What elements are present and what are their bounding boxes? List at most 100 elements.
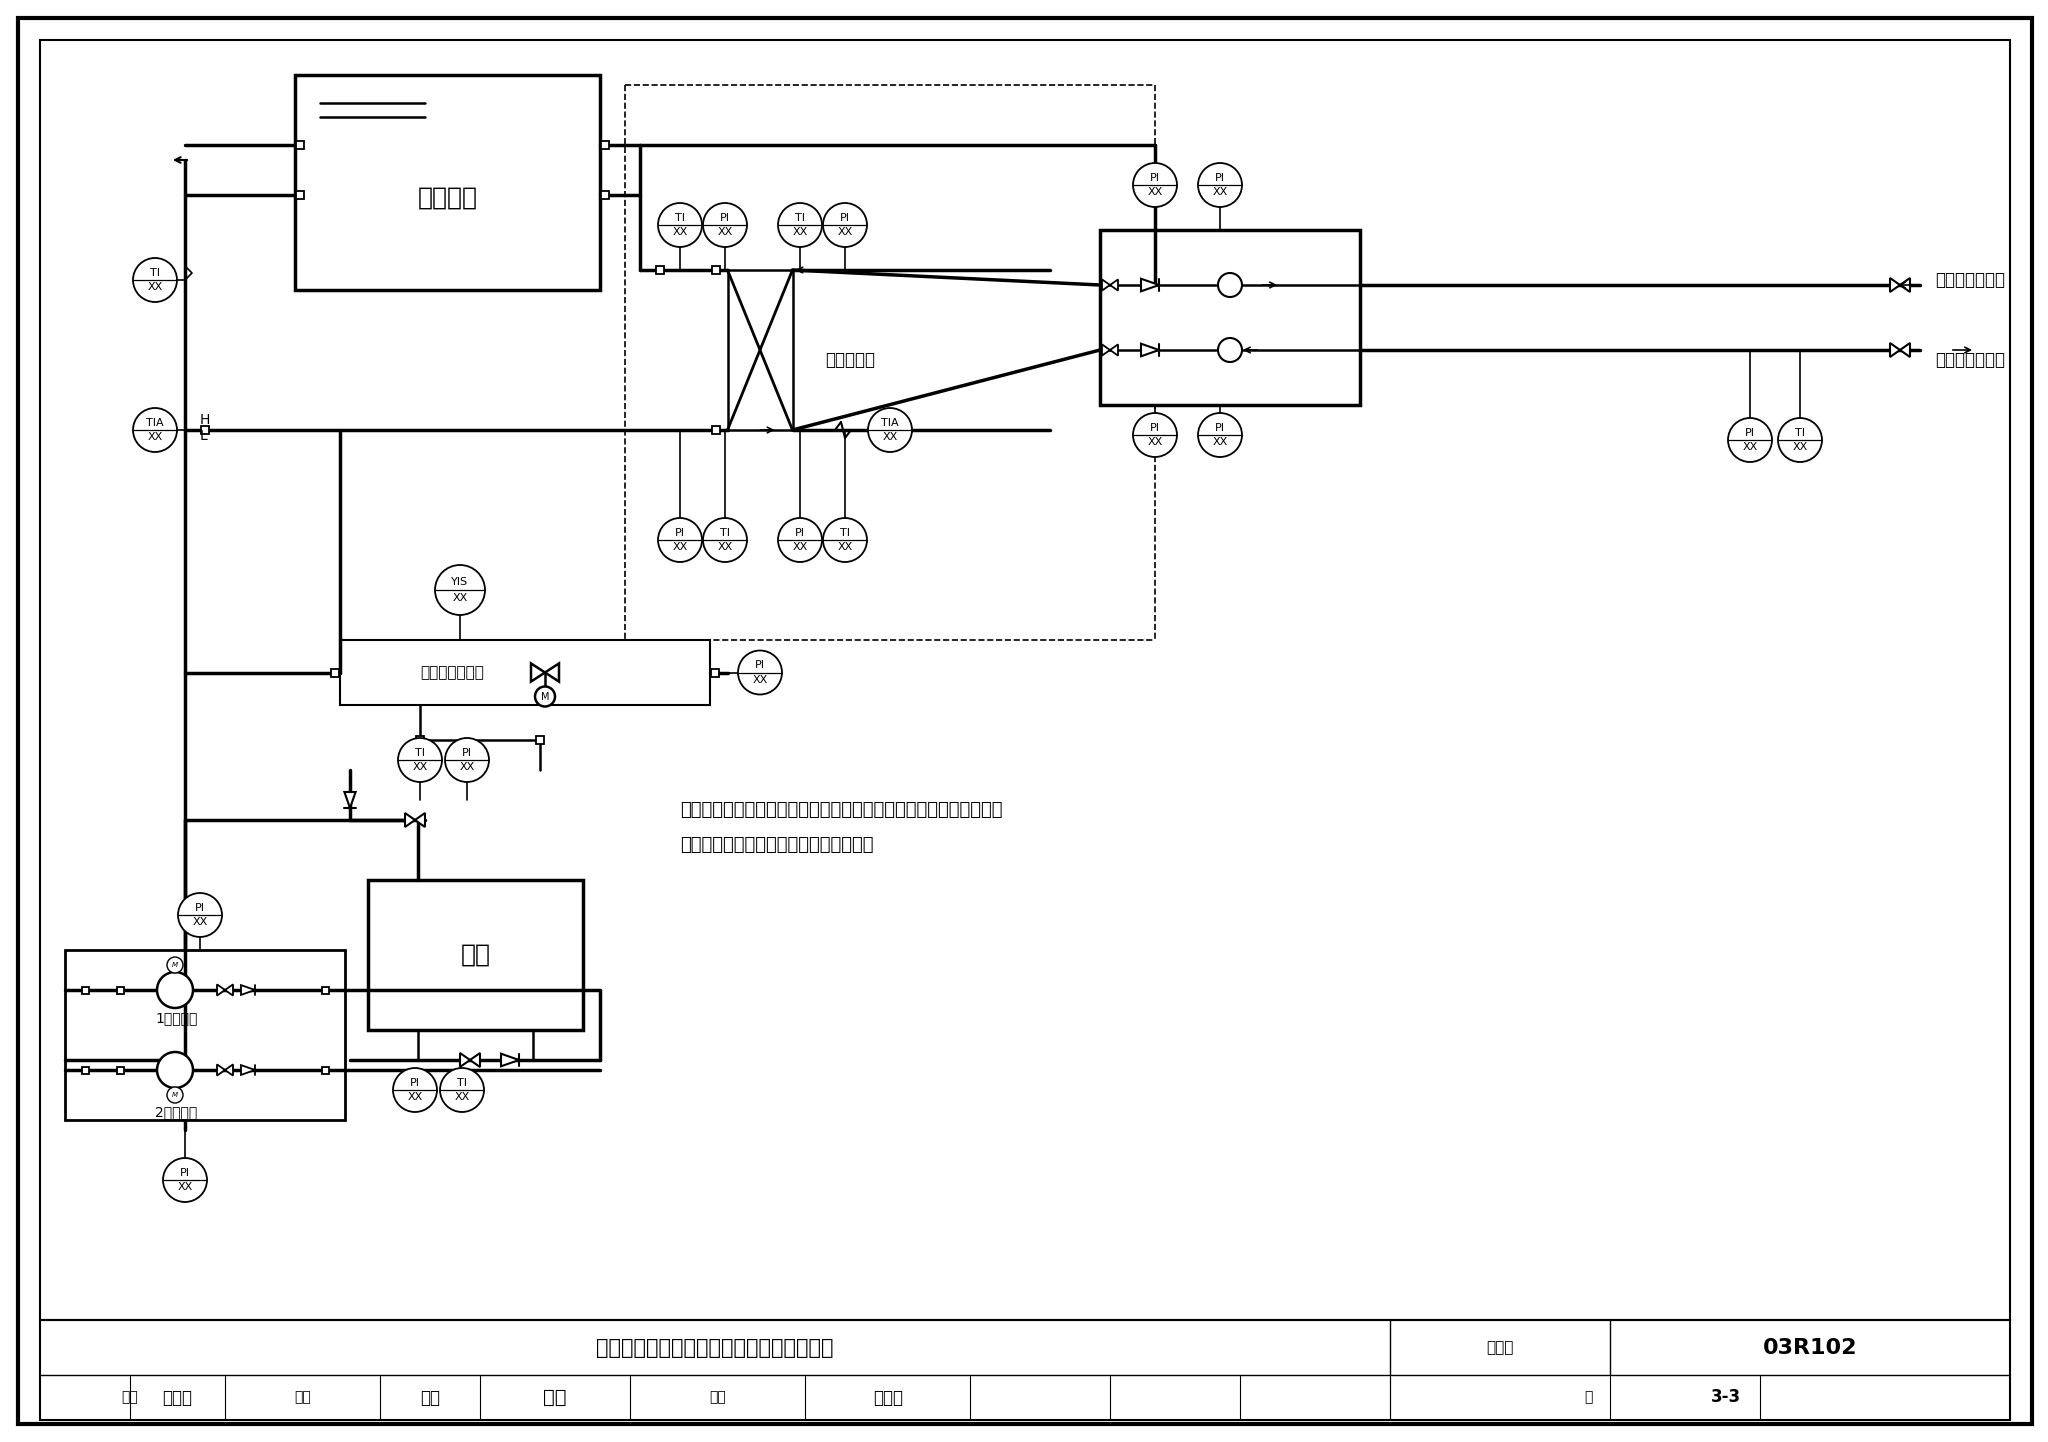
Circle shape [168, 957, 182, 973]
Text: 蓄热水箱: 蓄热水箱 [418, 186, 477, 209]
Circle shape [1133, 163, 1178, 208]
Bar [117, 986, 123, 994]
Text: 校对: 校对 [295, 1390, 311, 1405]
Text: XX: XX [1212, 437, 1227, 447]
Text: PI: PI [756, 660, 766, 671]
Polygon shape [1110, 345, 1118, 356]
Polygon shape [217, 985, 225, 995]
Polygon shape [225, 985, 233, 995]
Bar [1100, 231, 1360, 405]
Text: M: M [541, 692, 549, 701]
Circle shape [393, 1069, 436, 1112]
Circle shape [434, 565, 485, 614]
Polygon shape [1141, 278, 1159, 291]
Bar [537, 735, 545, 744]
Text: 板式换热器: 板式换热器 [825, 350, 874, 369]
Circle shape [133, 258, 176, 301]
Text: TI: TI [676, 213, 684, 224]
Text: 图集号: 图集号 [1487, 1340, 1513, 1355]
Bar [340, 640, 711, 705]
Text: XX: XX [793, 226, 807, 236]
Bar [201, 425, 209, 434]
Text: XX: XX [672, 226, 688, 236]
Text: 童迪: 童迪 [543, 1389, 567, 1407]
Text: XX: XX [453, 593, 467, 603]
Polygon shape [217, 1064, 225, 1076]
Text: M: M [172, 962, 178, 968]
Text: 3-3: 3-3 [1710, 1389, 1741, 1406]
Text: PI: PI [676, 528, 684, 538]
Bar [332, 669, 340, 676]
Circle shape [168, 1087, 182, 1103]
Bar [322, 986, 328, 994]
Circle shape [1198, 163, 1241, 208]
Bar [711, 265, 719, 274]
Polygon shape [1102, 345, 1110, 356]
Text: TI: TI [457, 1079, 467, 1087]
Polygon shape [1110, 280, 1118, 291]
Text: PI: PI [410, 1079, 420, 1087]
Circle shape [702, 518, 748, 562]
Circle shape [823, 518, 866, 562]
Bar [117, 1067, 123, 1073]
Polygon shape [461, 1053, 469, 1067]
Text: 谭晓杰: 谭晓杰 [872, 1389, 903, 1406]
Text: 设计: 设计 [709, 1390, 727, 1405]
Text: M: M [172, 1092, 178, 1097]
Bar [295, 75, 600, 290]
Text: XX: XX [838, 226, 852, 236]
Bar [416, 735, 424, 744]
Text: TI: TI [840, 528, 850, 538]
Polygon shape [225, 1064, 233, 1076]
Bar [41, 1319, 2009, 1420]
Bar [600, 141, 608, 149]
Circle shape [1198, 412, 1241, 457]
Text: TIA: TIA [145, 418, 164, 428]
Text: 接采暖回水管道: 接采暖回水管道 [1935, 271, 2005, 288]
Polygon shape [1890, 278, 1901, 291]
Polygon shape [406, 813, 416, 828]
Text: XX: XX [838, 542, 852, 552]
Text: XX: XX [1147, 437, 1163, 447]
Polygon shape [545, 663, 559, 682]
Text: XX: XX [752, 675, 768, 685]
Circle shape [1778, 418, 1823, 461]
Bar [369, 880, 584, 1030]
Text: 说明：电动三通调节阀根据板式换热器出口温度调节开度，使板式换: 说明：电动三通调节阀根据板式换热器出口温度调节开度，使板式换 [680, 800, 1004, 819]
Text: XX: XX [412, 761, 428, 771]
Polygon shape [1102, 280, 1110, 291]
Text: XX: XX [455, 1092, 469, 1102]
Text: 魏新全: 魏新全 [162, 1389, 193, 1406]
Text: TI: TI [150, 268, 160, 278]
Text: PI: PI [195, 903, 205, 913]
Text: TI: TI [721, 528, 729, 538]
Text: 页: 页 [1583, 1390, 1591, 1405]
Polygon shape [344, 792, 356, 808]
Text: PI: PI [840, 213, 850, 224]
Circle shape [702, 203, 748, 247]
Circle shape [133, 408, 176, 451]
Polygon shape [469, 1053, 479, 1067]
Text: PI: PI [1214, 423, 1225, 433]
Circle shape [164, 1158, 207, 1203]
Polygon shape [1890, 343, 1901, 358]
Text: 审核: 审核 [121, 1390, 139, 1405]
Text: XX: XX [883, 433, 897, 443]
Text: 2号供热泵: 2号供热泵 [156, 1105, 197, 1119]
Text: XX: XX [1147, 187, 1163, 198]
Circle shape [657, 518, 702, 562]
Text: TIA: TIA [881, 418, 899, 428]
Circle shape [444, 738, 489, 782]
Text: XX: XX [1792, 443, 1808, 451]
Text: L: L [201, 430, 207, 443]
Bar [727, 270, 793, 430]
Polygon shape [1901, 278, 1911, 291]
Text: TI: TI [795, 213, 805, 224]
Bar [655, 265, 664, 274]
Circle shape [440, 1069, 483, 1112]
Text: 锅炉: 锅炉 [461, 943, 492, 968]
Text: TI: TI [416, 748, 426, 758]
Bar [297, 141, 303, 149]
Polygon shape [242, 1066, 256, 1074]
Bar [711, 669, 719, 676]
